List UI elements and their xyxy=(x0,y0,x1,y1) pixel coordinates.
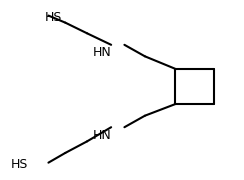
Text: HN: HN xyxy=(92,46,111,59)
Text: HS: HS xyxy=(11,158,28,171)
Text: HN: HN xyxy=(92,129,111,142)
Text: HS: HS xyxy=(45,11,62,24)
